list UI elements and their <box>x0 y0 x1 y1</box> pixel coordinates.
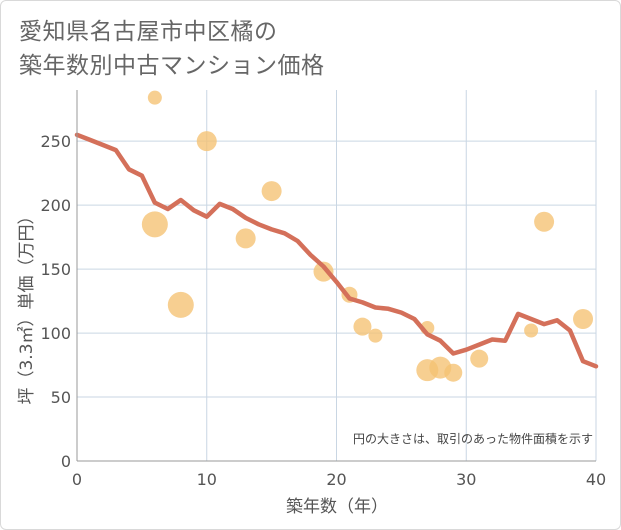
bubble-point-16 <box>534 211 555 232</box>
x-axis-label: 築年数（年） <box>286 497 388 517</box>
chart-title-line2: 築年数別中古マンション価格 <box>19 53 325 79</box>
bubble-point-13 <box>444 363 463 382</box>
bubble-point-1 <box>141 211 168 238</box>
y-tick-label-5: 250 <box>40 132 71 151</box>
bubble-size-note: 円の大きさは、取引のあった物件面積を示す <box>353 431 593 446</box>
y-tick-label-3: 150 <box>40 260 71 279</box>
bubble-point-2 <box>167 291 194 318</box>
y-tick-label-1: 50 <box>51 388 71 407</box>
trend-line-group <box>74 132 599 369</box>
x-tick-label-1: 10 <box>197 470 217 489</box>
y-tick-label-0: 0 <box>61 452 71 471</box>
chart-title: 愛知県名古屋市中区橘の 築年数別中古マンション価格 <box>19 15 325 83</box>
bubble-point-15 <box>524 323 539 338</box>
x-tick-label-0: 0 <box>72 470 82 489</box>
bubble-point-8 <box>353 317 372 336</box>
axes <box>76 90 596 462</box>
bubble-series <box>141 90 594 382</box>
y-axis-label: 坪（3.3㎡）単価（万円） <box>17 207 37 404</box>
x-tick-label-4: 40 <box>586 470 606 489</box>
trend-line <box>74 132 599 369</box>
x-tick-label-3: 30 <box>456 470 476 489</box>
bubble-point-17 <box>573 308 594 329</box>
y-tick-label-2: 100 <box>40 324 71 343</box>
y-tick-label-4: 200 <box>40 196 71 215</box>
bubble-point-3 <box>196 131 217 152</box>
bubble-point-4 <box>235 228 256 249</box>
bubble-point-0 <box>147 90 162 105</box>
bubble-point-6 <box>313 261 334 282</box>
grid-lines <box>77 90 597 461</box>
bubble-point-5 <box>261 181 282 202</box>
bubble-point-9 <box>368 328 383 343</box>
x-tick-label-2: 20 <box>326 470 346 489</box>
bubble-point-14 <box>470 349 489 368</box>
tick-labels: 0 50 100 150 200 250 0 10 20 30 40 <box>40 132 606 489</box>
chart-title-line1: 愛知県名古屋市中区橘の <box>19 19 278 45</box>
